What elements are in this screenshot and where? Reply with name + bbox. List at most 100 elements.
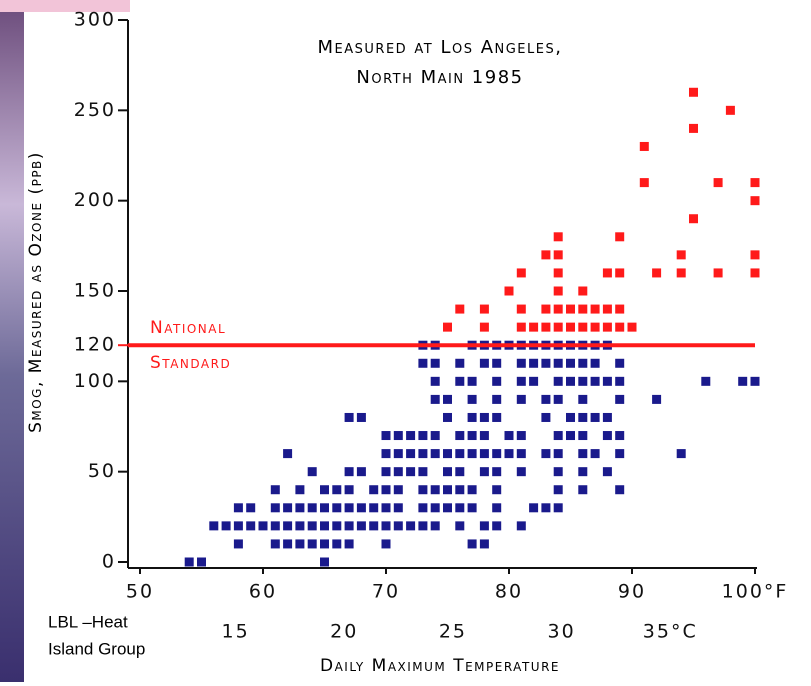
point [615, 395, 624, 404]
point [394, 467, 403, 476]
point [418, 467, 427, 476]
point [554, 250, 563, 259]
point [418, 485, 427, 494]
point [554, 431, 563, 440]
point [345, 521, 354, 530]
point [295, 521, 304, 530]
y-axis-label: Smog, Measured as Ozone (ppb) [26, 151, 46, 433]
point [480, 413, 489, 422]
point [468, 503, 477, 512]
point [283, 449, 292, 458]
point [566, 359, 575, 368]
y-tick-label: 100 [74, 370, 116, 392]
point [271, 539, 280, 548]
point [529, 503, 538, 512]
point [431, 503, 440, 512]
point [480, 539, 489, 548]
point [308, 503, 317, 512]
point [603, 377, 612, 386]
y-tick-label: 50 [88, 460, 116, 482]
point [283, 539, 292, 548]
point [295, 539, 304, 548]
point [652, 268, 661, 277]
point [283, 521, 292, 530]
point [431, 485, 440, 494]
point [603, 431, 612, 440]
point [357, 413, 366, 422]
point [431, 377, 440, 386]
y-tick-label: 150 [74, 280, 116, 302]
point [751, 268, 760, 277]
point [259, 521, 268, 530]
point [234, 521, 243, 530]
point [578, 377, 587, 386]
point [517, 449, 526, 458]
point [677, 268, 686, 277]
point [615, 268, 624, 277]
point [554, 449, 563, 458]
point [541, 413, 550, 422]
point [271, 503, 280, 512]
point [480, 521, 489, 530]
point [480, 431, 489, 440]
point [308, 467, 317, 476]
point [677, 250, 686, 259]
point [480, 359, 489, 368]
y-tick-label: 120 [74, 334, 116, 356]
point [554, 467, 563, 476]
point [554, 323, 563, 332]
point [492, 503, 501, 512]
point [591, 359, 600, 368]
point [541, 503, 550, 512]
point [689, 214, 698, 223]
point [492, 485, 501, 494]
point [468, 413, 477, 422]
point [554, 359, 563, 368]
point [615, 323, 624, 332]
point [418, 449, 427, 458]
point [591, 413, 600, 422]
point [615, 305, 624, 314]
y-tick-label: 250 [74, 99, 116, 121]
point [406, 431, 415, 440]
point [554, 503, 563, 512]
chart-title: North Main 1985 [356, 67, 523, 88]
point [197, 558, 206, 567]
point [603, 323, 612, 332]
point [566, 431, 575, 440]
point [541, 395, 550, 404]
point [554, 287, 563, 296]
point [431, 431, 440, 440]
point [480, 467, 489, 476]
point [615, 359, 624, 368]
point [726, 106, 735, 115]
point [455, 485, 464, 494]
point [468, 539, 477, 548]
point [492, 359, 501, 368]
point [529, 377, 538, 386]
point [615, 431, 624, 440]
point [492, 395, 501, 404]
point [480, 305, 489, 314]
chart: Measured at Los Angeles, North Main 1985… [0, 0, 811, 682]
point [455, 359, 464, 368]
point [591, 377, 600, 386]
point [455, 449, 464, 458]
point [418, 431, 427, 440]
point [517, 431, 526, 440]
point [480, 323, 489, 332]
point [517, 323, 526, 332]
standard-label: Standard [150, 353, 231, 373]
point [455, 467, 464, 476]
point [382, 431, 391, 440]
point [689, 88, 698, 97]
point [505, 449, 514, 458]
point [357, 521, 366, 530]
point [554, 305, 563, 314]
point [492, 521, 501, 530]
point [505, 431, 514, 440]
point [578, 431, 587, 440]
x-tick-label: 50 [126, 581, 154, 603]
point [541, 250, 550, 259]
point [517, 521, 526, 530]
